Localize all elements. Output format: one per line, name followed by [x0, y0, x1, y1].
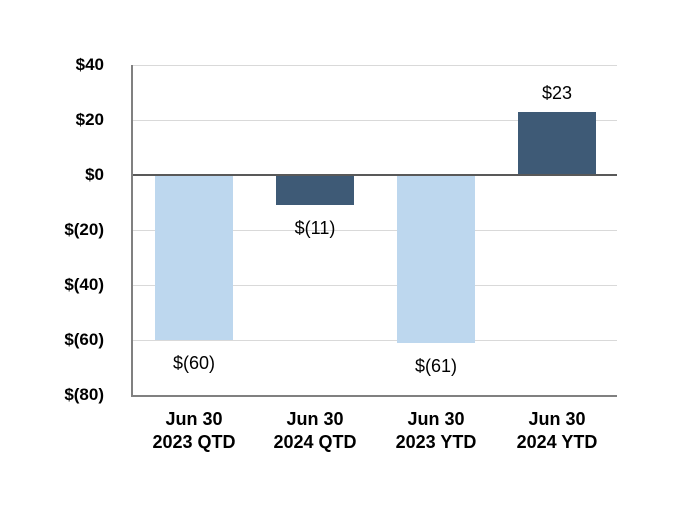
data-label: $23	[541, 83, 573, 103]
x-label-line1: Jun 30	[165, 409, 223, 429]
data-label: $(61)	[414, 356, 458, 376]
x-axis-line	[131, 395, 617, 397]
bar-4	[518, 112, 596, 175]
y-axis-tick-label: $(60)	[64, 330, 104, 349]
y-axis-tick-label: $(20)	[64, 220, 104, 239]
x-label-line2: 2024 QTD	[273, 432, 357, 452]
y-axis-tick-label: $20	[75, 110, 104, 129]
y-axis-tick-label: $(40)	[64, 275, 104, 294]
gridline	[133, 65, 617, 66]
x-axis-category-label: Jun 30 2023 YTD	[371, 408, 501, 454]
y-axis-tick-label: $(80)	[64, 385, 104, 404]
x-label-line2: 2023 QTD	[152, 432, 236, 452]
bar-1	[155, 175, 233, 340]
x-label-line1: Jun 30	[528, 409, 586, 429]
zero-axis-line	[133, 174, 617, 176]
x-axis-category-label: Jun 30 2024 YTD	[492, 408, 622, 454]
bar-3	[397, 175, 475, 343]
x-axis-category-label: Jun 30 2024 QTD	[250, 408, 380, 454]
x-axis-category-label: Jun 30 2023 QTD	[129, 408, 259, 454]
y-axis-tick-label: $0	[85, 165, 104, 184]
x-label-line1: Jun 30	[286, 409, 344, 429]
x-label-line2: 2023 YTD	[395, 432, 477, 452]
y-axis-tick-label: $40	[75, 55, 104, 74]
bar-2	[276, 175, 354, 205]
data-label: $(11)	[294, 218, 336, 238]
gridline	[133, 340, 617, 341]
x-label-line2: 2024 YTD	[516, 432, 598, 452]
data-label: $(60)	[172, 353, 216, 373]
x-label-line1: Jun 30	[407, 409, 465, 429]
y-axis-line	[131, 65, 133, 397]
